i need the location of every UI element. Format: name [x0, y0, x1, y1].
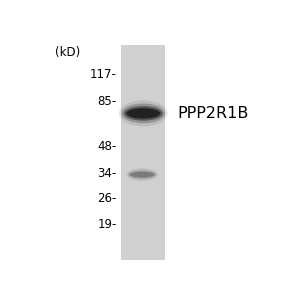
Ellipse shape	[128, 170, 156, 179]
Ellipse shape	[124, 106, 163, 121]
Ellipse shape	[126, 108, 160, 118]
Text: 48-: 48-	[97, 140, 117, 153]
Text: 26-: 26-	[97, 192, 117, 206]
Ellipse shape	[130, 172, 154, 178]
Text: 19-: 19-	[97, 218, 117, 231]
Text: (kD): (kD)	[55, 46, 80, 59]
Ellipse shape	[122, 103, 165, 123]
Text: PPP2R1B: PPP2R1B	[177, 106, 248, 121]
Bar	[121, 45, 165, 260]
Ellipse shape	[126, 168, 158, 181]
Text: 85-: 85-	[98, 95, 117, 108]
Ellipse shape	[119, 100, 168, 126]
Text: 117-: 117-	[90, 68, 117, 81]
Text: 34-: 34-	[97, 167, 117, 180]
